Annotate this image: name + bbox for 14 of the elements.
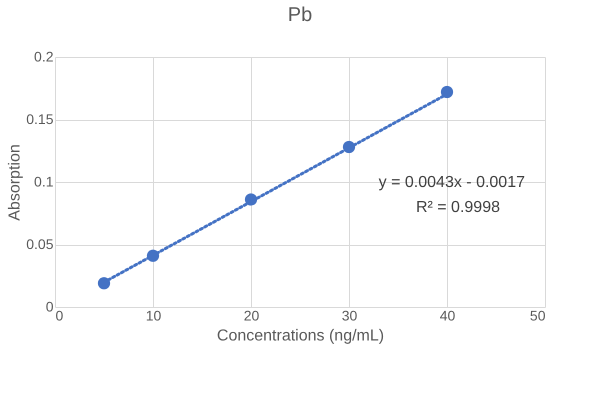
y-tick-label: 0.15	[26, 111, 54, 127]
x-tick-label: 20	[244, 308, 260, 324]
y-axis-title: Absorption	[6, 144, 24, 221]
y-tick-label: 0.2	[34, 48, 54, 64]
annotation: y = 0.0043x - 0.0017	[378, 174, 526, 191]
chart-title: Pb	[288, 4, 312, 26]
y-tick-label: 0.05	[26, 236, 54, 252]
annotation: R² = 0.9998	[416, 199, 500, 216]
x-tick-label: 10	[146, 308, 162, 324]
x-tick-label: 40	[440, 308, 456, 324]
x-tick-label: 50	[530, 308, 546, 324]
x-axis-title: Concentrations (ng/mL)	[216, 328, 384, 344]
x-tick-label: 30	[342, 308, 358, 324]
y-tick-label: 0.1	[34, 174, 54, 190]
